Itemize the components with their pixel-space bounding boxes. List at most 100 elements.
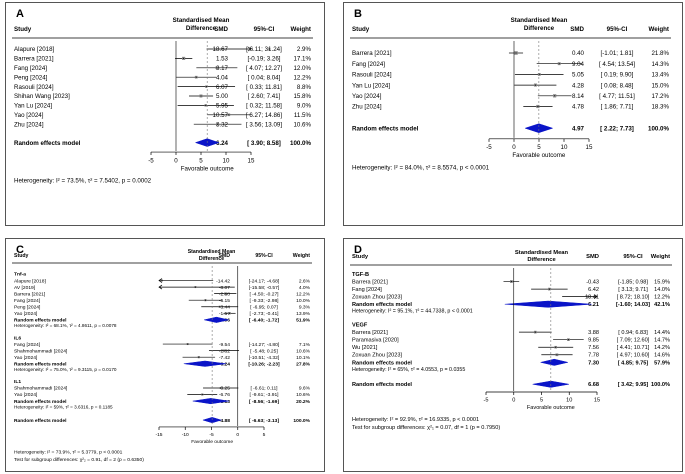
header-ci: 95%-CI: [254, 26, 275, 33]
header-plot-line1: Standardised Mean: [188, 249, 236, 255]
study-point: [205, 104, 207, 106]
study-row-name: Wu [2021]: [352, 345, 378, 351]
header-weight: Weight: [651, 254, 670, 260]
study-row-smd: 0.40: [572, 50, 585, 57]
overall-heterogeneity: Heterogeneity: I² = 73.5%, τ² = 7.5402, …: [14, 178, 152, 185]
study-row-weight: 13.4%: [651, 72, 669, 79]
x-tick-label: -15: [155, 432, 162, 438]
header-plot-line1: Standardised Mean: [515, 250, 569, 256]
study-row-ci: [ 3.13; 9.71]: [618, 287, 648, 293]
study-row-name: Fang [2024]: [14, 342, 41, 348]
overall-row-ci: [ 3.42; 9.95]: [618, 382, 649, 388]
study-row-weight: 10.1%: [296, 355, 311, 361]
study-point: [205, 86, 207, 88]
study-row-smd: 5.00: [216, 93, 229, 100]
study-row-smd: 6.07: [216, 84, 229, 91]
subgroup-differences-test: Test for subgroup differences: χ²₂ = 0.9…: [14, 457, 144, 463]
study-row-name: Zhu [2024]: [14, 121, 44, 128]
study-row-smd: 4.04: [216, 74, 229, 81]
header-plot-line1: Standardised Mean: [173, 17, 230, 24]
favorable-outcome-label: Favorable outcome: [181, 165, 235, 172]
study-row-name: Yan Lu [2024]: [14, 103, 52, 110]
study-row-ci: [ 0.94; 6.83]: [618, 330, 648, 336]
study-row-smd: 18.67: [213, 46, 229, 53]
header-smd: SMD: [214, 26, 228, 33]
x-tick-label: 10: [561, 144, 568, 151]
study-row-weight: 10.6%: [296, 392, 311, 398]
study-point: [200, 95, 202, 97]
study-row-ci: [-1.85; 0.98]: [618, 280, 648, 286]
study-row-name: Yao [2024]: [14, 112, 44, 119]
study-row-ci: [ 4.07; 12.27]: [246, 65, 282, 72]
study-point: [558, 63, 560, 65]
study-row-name: Peng [2024]: [14, 304, 41, 310]
study-row-smd: -8.07: [219, 285, 230, 291]
study-row-smd: 8.17: [216, 65, 229, 72]
header-study: Study: [352, 26, 370, 33]
x-tick-label: -10: [182, 432, 189, 438]
study-row-weight: 14.0%: [654, 287, 670, 293]
study-row-smd: 10.57: [213, 112, 229, 119]
study-row-weight: 15.9%: [654, 280, 670, 286]
overall-heterogeneity: Heterogeneity: I² = 92.9%, τ² = 16.9335,…: [352, 417, 479, 423]
study-point: [223, 350, 225, 352]
x-tick-label: 15: [586, 144, 593, 151]
pooled-row-smd: 4.97: [572, 125, 585, 132]
study-row-ci: [ -9.61; -3.91]: [249, 392, 279, 398]
pooled-row-ci: [ 3.90; 8.58]: [247, 140, 281, 147]
subgroup-pooled-row-name: Random effects model: [14, 361, 67, 367]
x-tick-label: -5: [209, 432, 214, 438]
study-row-weight: 14.2%: [654, 345, 670, 351]
subgroup-pooled-row-diamond: [192, 398, 229, 405]
subgroup-pooled-row-ci: [ -6.40; -1.72]: [249, 318, 279, 324]
overall-heterogeneity: Heterogeneity: I² = 84.0%, τ² = 8.5574, …: [352, 164, 490, 171]
study-row-ci: [ 0.04; 8.04]: [248, 74, 281, 81]
subgroup-pooled-row-name: Random effects model: [14, 318, 67, 324]
header-smd: SMD: [586, 254, 599, 260]
study-row-name: Barrera [2021]: [352, 280, 388, 286]
study-row-smd: 5.95: [216, 103, 229, 110]
subgroup-pooled-row-weight: 42.1%: [654, 302, 670, 308]
study-row-weight: 10.6%: [296, 348, 311, 354]
study-row-ci: [ 6.27; 14.86]: [246, 112, 282, 119]
pooled-row-name: Random effects model: [14, 140, 81, 147]
x-tick-label: 0: [512, 144, 516, 151]
study-row-ci: [-1.01; 1.81]: [600, 50, 633, 57]
ci-arrow: [593, 294, 598, 299]
study-row-name: Fang [2024]: [14, 298, 41, 304]
ci-arrow: [247, 46, 252, 52]
study-row-weight: 2.6%: [299, 278, 311, 284]
x-tick-label: 10: [223, 157, 230, 164]
header-ci: 95%-CI: [607, 26, 628, 33]
study-row-ci: [ 0.19; 9.90]: [601, 72, 634, 79]
study-row-smd: 4.78: [572, 104, 585, 111]
study-point: [201, 393, 203, 396]
overall-row-smd: 6.68: [588, 382, 599, 388]
study-row-name: Zhu [2024]: [352, 104, 382, 111]
study-row-name: Fang [2024]: [14, 65, 47, 72]
favorable-outcome-label: Favorable outcome: [512, 152, 566, 159]
study-row-name: AV [2019]: [14, 285, 36, 291]
study-row-ci: [ 4.54; 13.54]: [599, 61, 635, 68]
header-ci: 95%-CI: [255, 253, 273, 259]
study-row-smd: -9.54: [219, 342, 230, 348]
study-row-weight: 17.2%: [651, 93, 669, 100]
study-row-ci: [ 2.60; 7.41]: [248, 93, 281, 100]
study-point: [534, 331, 536, 333]
subgroup-pooled-row-diamond: [504, 300, 592, 308]
study-row-name: Shihan Wang [2023]: [14, 93, 70, 100]
study-row-weight: 14.7%: [654, 338, 670, 344]
x-tick-label: 0: [174, 157, 178, 164]
study-row-smd: -3.25: [219, 386, 230, 392]
study-row-weight: 10.6%: [293, 121, 311, 128]
favorable-outcome-label: Favorable outcome: [191, 439, 233, 445]
forest-panel-d: D Standardised Mean Difference Study SMD 95%-…: [343, 238, 683, 472]
study-row-smd: 6.42: [588, 287, 599, 293]
subgroup-title: IL6: [14, 335, 21, 341]
forest-panel-c: C Standardised Mean Difference Study SMD 95%-…: [5, 238, 325, 472]
subgroup-title: VEGF: [352, 323, 368, 329]
study-row-weight: 15.0%: [651, 82, 669, 89]
